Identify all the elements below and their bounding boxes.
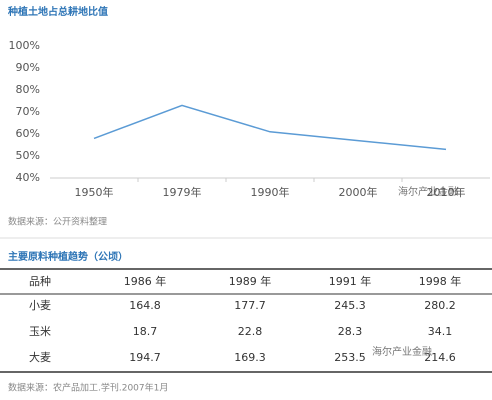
x-tick-label: 2010年 xyxy=(427,185,466,199)
table-cell: 169.3 xyxy=(234,351,266,364)
table-source: 数据来源：农产品加工.学刊.2007年1月 xyxy=(8,382,168,394)
y-tick-label: 60% xyxy=(16,127,40,140)
table-header: 1986 年 xyxy=(124,274,167,288)
y-tick-label: 50% xyxy=(16,149,40,162)
table-cell: 大麦 xyxy=(29,350,51,364)
table-cell: 177.7 xyxy=(234,299,266,312)
x-tick-label: 1990年 xyxy=(251,185,290,199)
table-cell: 245.3 xyxy=(334,299,366,312)
table-cell: 214.6 xyxy=(424,351,456,364)
table-cell: 18.7 xyxy=(133,325,158,338)
watermark: 海尔产业金融 xyxy=(372,345,432,358)
table-title: 主要原料种植趋势（公顷） xyxy=(8,250,128,263)
x-tick-label: 2000年 xyxy=(339,185,378,199)
table-cell: 280.2 xyxy=(424,299,456,312)
chart-title: 种植土地占总耕地比值 xyxy=(7,5,108,18)
watermark: 海尔产业金融 xyxy=(398,185,458,198)
y-tick-label: 90% xyxy=(16,61,40,74)
table-cell: 小麦 xyxy=(29,299,51,312)
line xyxy=(93,104,447,151)
y-tick-label: 100% xyxy=(9,39,40,52)
table-cell: 194.7 xyxy=(129,351,161,364)
table-cell: 28.3 xyxy=(338,325,363,338)
table-cell: 玉米 xyxy=(29,325,51,338)
table-cell: 34.1 xyxy=(428,325,453,338)
y-tick-label: 40% xyxy=(16,171,40,184)
table-header: 1998 年 xyxy=(419,274,462,288)
x-tick-label: 1979年 xyxy=(163,185,202,199)
chart-source: 数据来源：公开资料整理 xyxy=(8,216,107,228)
y-tick-label: 80% xyxy=(16,83,40,96)
x-tick-label: 1950年 xyxy=(75,185,114,199)
table-cell: 22.8 xyxy=(238,325,263,338)
table-header: 1989 年 xyxy=(229,274,272,288)
table-cell: 164.8 xyxy=(129,299,161,312)
table-header: 1991 年 xyxy=(329,274,372,288)
y-tick-label: 70% xyxy=(16,105,40,118)
table-cell: 253.5 xyxy=(334,351,366,364)
table-header: 品种 xyxy=(29,274,51,288)
